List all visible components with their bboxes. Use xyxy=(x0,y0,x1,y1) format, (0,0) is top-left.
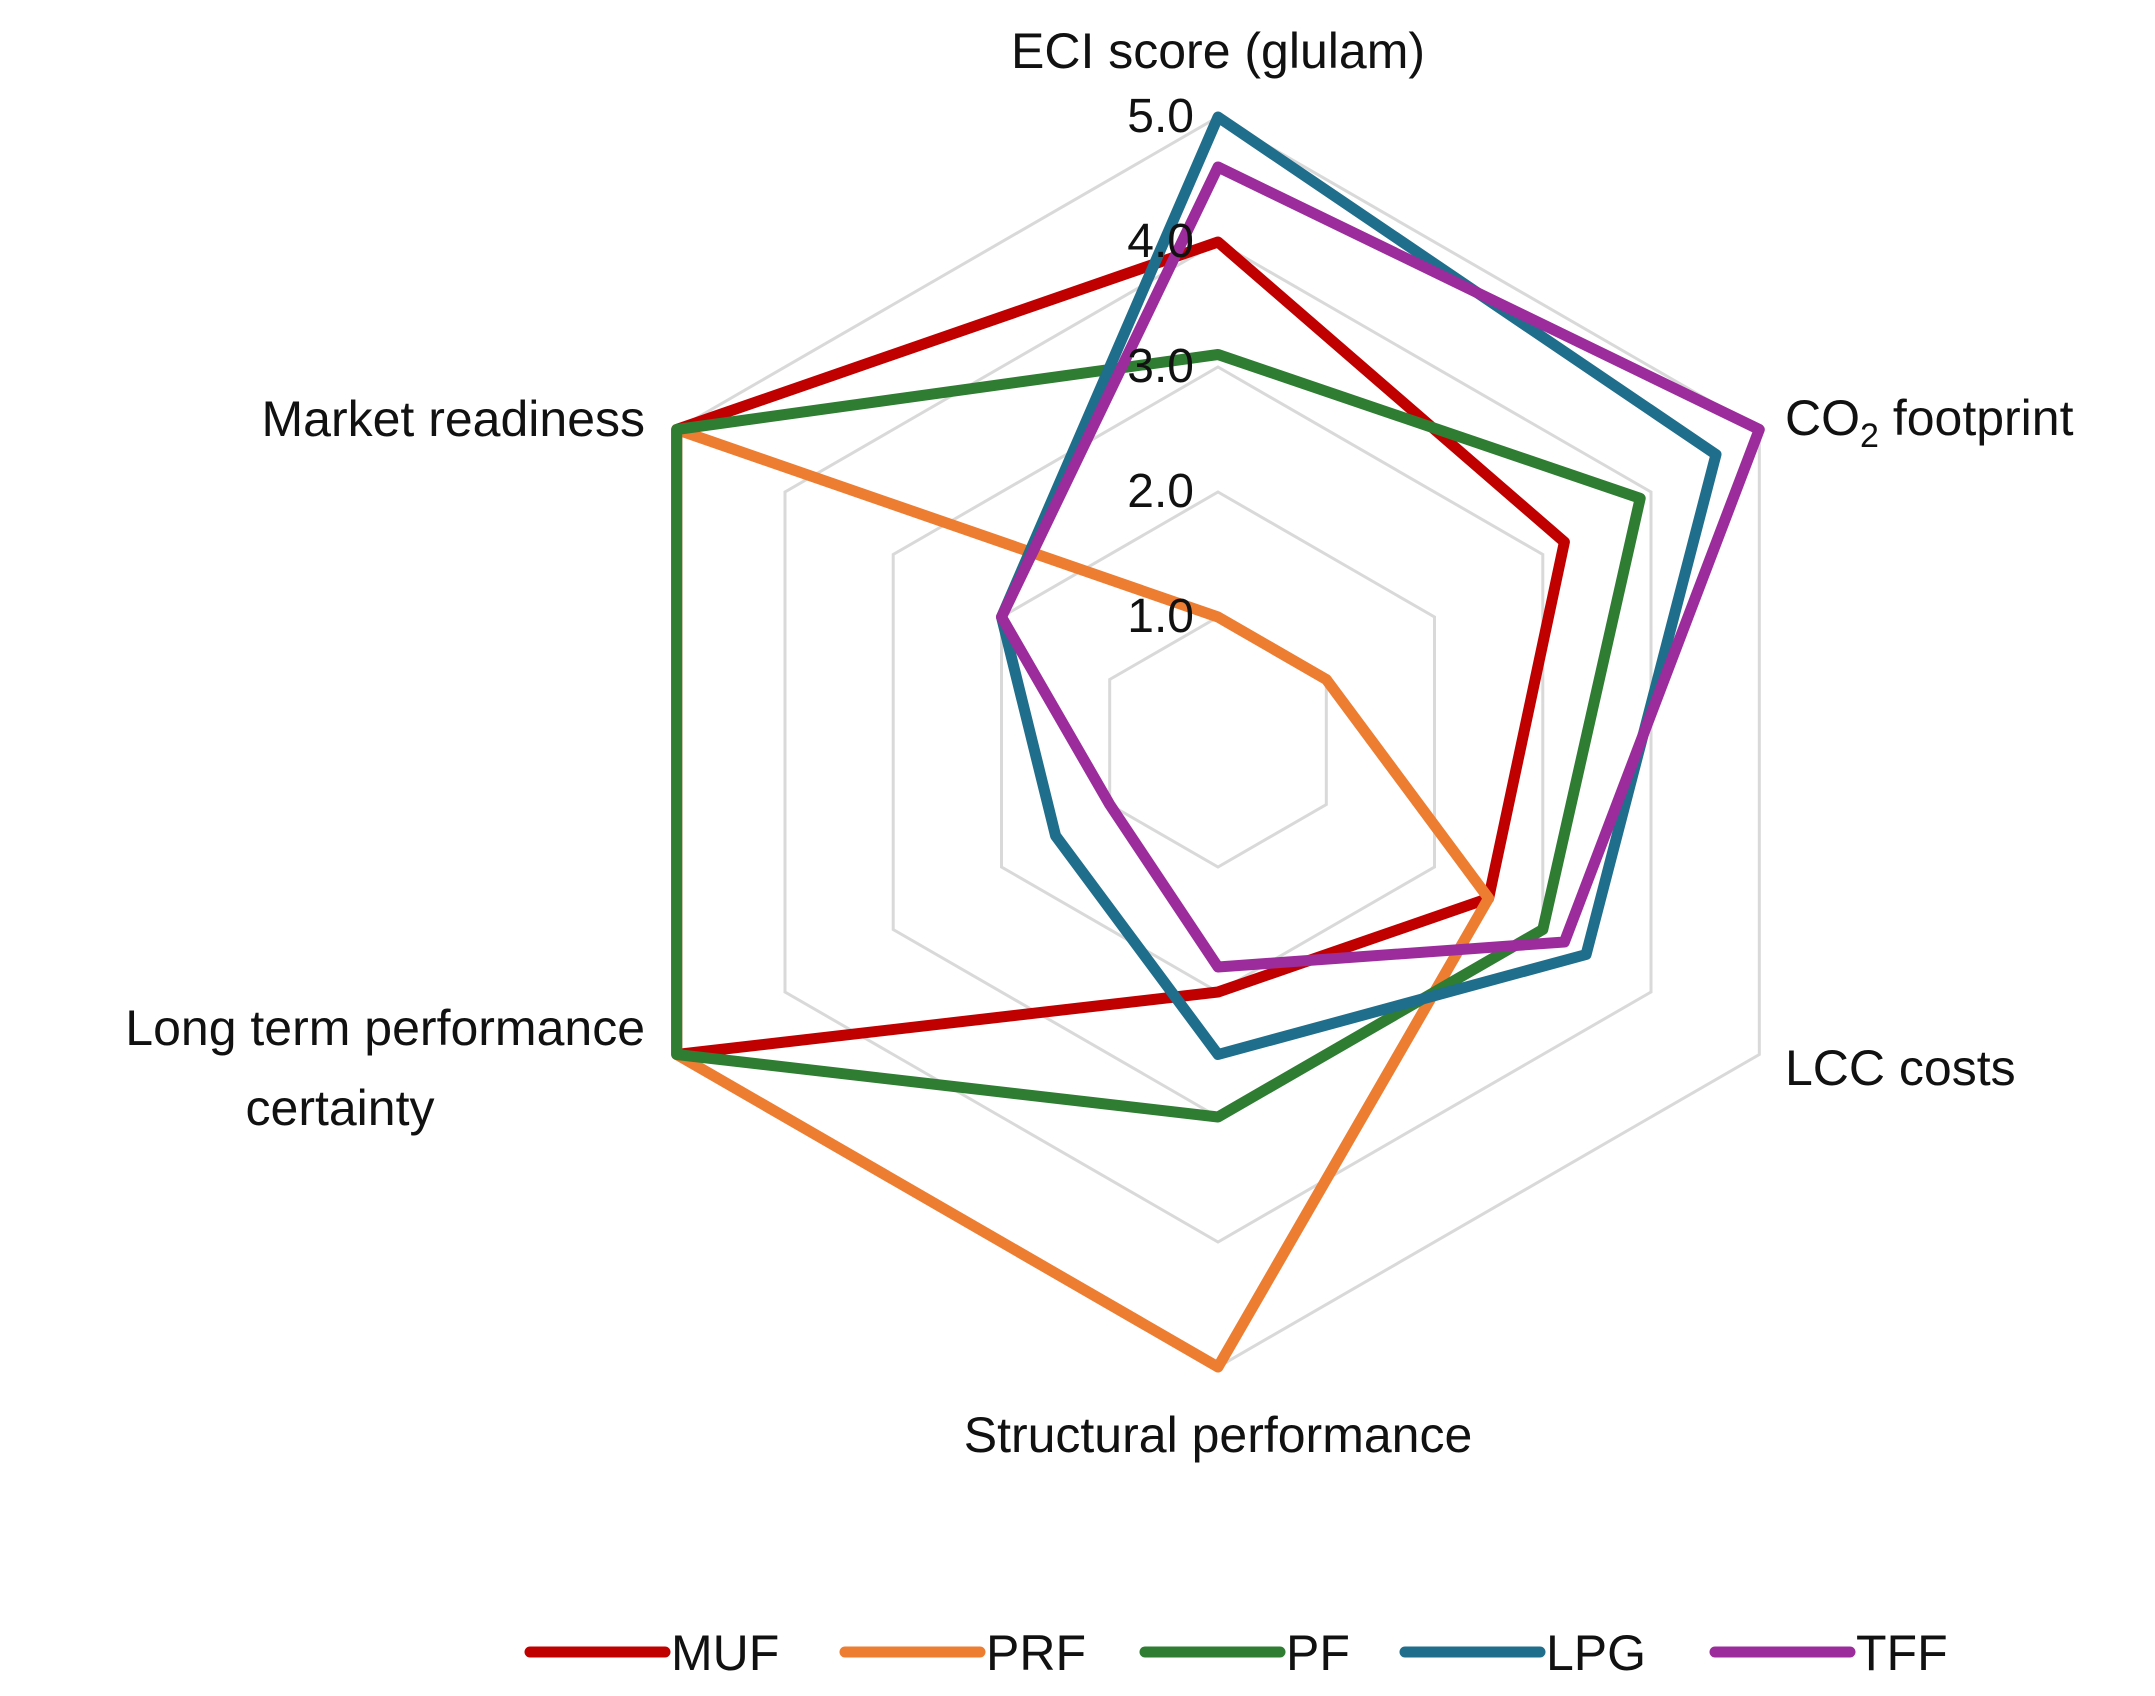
radar-series xyxy=(671,111,1765,1373)
legend-item-muf: MUF xyxy=(524,1625,779,1681)
grid-ring-3 xyxy=(891,365,1545,1119)
tick-label-5-0: 5.0 xyxy=(1127,90,1194,143)
radar-tick-labels: 1.0 2.0 3.0 4.0 5.0 xyxy=(1127,90,1194,643)
grid-ring-5 xyxy=(675,115,1761,1369)
tick-label-1-0: 1.0 xyxy=(1127,590,1194,643)
axis-label-lcc: LCC costs xyxy=(1785,1040,2016,1096)
tick-label-2-0: 2.0 xyxy=(1127,465,1194,518)
radar-grid xyxy=(675,115,1761,1369)
chart-legend: MUF PRF PF LPG TFF xyxy=(524,1625,1948,1681)
legend-label-pf: PF xyxy=(1286,1625,1350,1681)
axis-label-market: Market readiness xyxy=(262,391,646,447)
legend-item-prf: PRF xyxy=(839,1625,1086,1681)
series-lpg xyxy=(996,111,1722,1060)
legend-item-tff: TFF xyxy=(1709,1625,1948,1681)
series-pf xyxy=(671,349,1646,1123)
axis-label-longterm: Long term performance certainty xyxy=(125,1000,645,1136)
tick-label-4-0: 4.0 xyxy=(1127,215,1194,268)
legend-label-lpg: LPG xyxy=(1546,1625,1646,1681)
legend-item-lpg: LPG xyxy=(1399,1625,1646,1681)
series-prf xyxy=(671,424,1495,1373)
axis-label-structural: Structural performance xyxy=(964,1407,1473,1463)
axis-label-eci: ECI score (glulam) xyxy=(1011,23,1425,79)
axis-label-co2: CO2 footprint xyxy=(1785,390,2074,455)
series-tff xyxy=(996,161,1765,973)
legend-label-muf: MUF xyxy=(671,1625,779,1681)
radar-axis-labels: ECI score (glulam) CO2 footprint LCC costs… xyxy=(125,23,2073,1463)
tick-label-3-0: 3.0 xyxy=(1127,340,1194,393)
legend-label-tff: TFF xyxy=(1856,1625,1948,1681)
grid-ring-4 xyxy=(783,240,1653,1244)
legend-label-prf: PRF xyxy=(986,1625,1086,1681)
legend-item-pf: PF xyxy=(1139,1625,1350,1681)
